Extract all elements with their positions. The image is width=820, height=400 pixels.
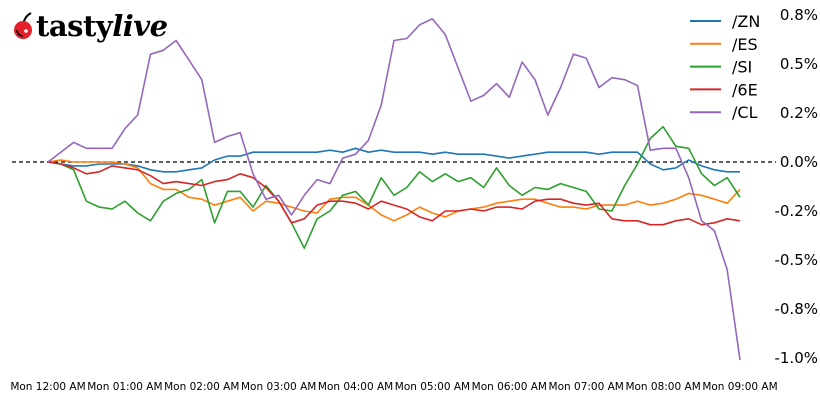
logo-text-live: live xyxy=(112,9,168,43)
series-line-es xyxy=(47,159,741,222)
x-tick-label: Mon 03:00 AM xyxy=(241,381,316,393)
x-tick-label: Mon 09:00 AM xyxy=(702,381,777,393)
legend-label: /SI xyxy=(732,58,752,77)
cherry-icon xyxy=(14,12,32,39)
legend-label: /ES xyxy=(732,35,758,54)
series-line-si xyxy=(47,125,741,249)
legend-label: /CL xyxy=(732,103,758,122)
y-tick-label: -0.2% xyxy=(774,202,818,220)
y-tick-label: -1.0% xyxy=(774,349,818,367)
x-tick-label: Mon 05:00 AM xyxy=(395,381,470,393)
x-tick-label: Mon 12:00 AM xyxy=(10,381,85,393)
series-line-6e xyxy=(47,161,741,226)
y-tick-label: 0.5% xyxy=(780,55,818,73)
series-line-zn xyxy=(47,147,740,173)
x-tick-label: Mon 07:00 AM xyxy=(549,381,624,393)
legend-label: /6E xyxy=(732,80,758,99)
x-tick-label: Mon 06:00 AM xyxy=(472,381,547,393)
y-tick-label: 0.2% xyxy=(780,104,818,122)
y-tick-label: 0.0% xyxy=(780,153,818,171)
y-tick-label: -0.5% xyxy=(774,251,818,269)
x-tick-label: Mon 02:00 AM xyxy=(164,381,239,393)
x-tick-label: Mon 08:00 AM xyxy=(625,381,700,393)
x-tick-label: Mon 01:00 AM xyxy=(87,381,162,393)
y-tick-label: 0.8% xyxy=(780,6,818,24)
tastylive-logo: tasty live xyxy=(12,6,168,46)
legend-label: /ZN xyxy=(732,12,760,31)
y-tick-label: -0.8% xyxy=(774,300,818,318)
series-line-cl xyxy=(47,18,741,361)
logo-text-tasty: tasty xyxy=(36,9,113,43)
x-tick-label: Mon 04:00 AM xyxy=(318,381,393,393)
